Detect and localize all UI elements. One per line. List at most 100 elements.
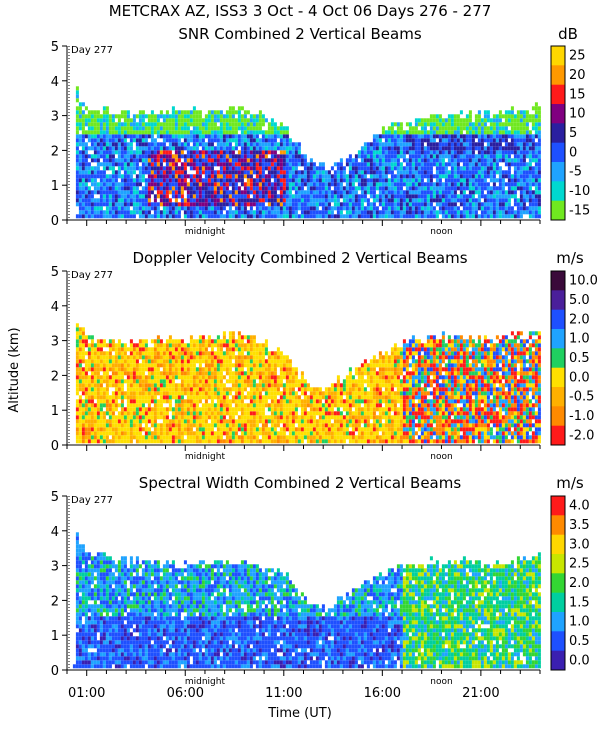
heatmap-cell <box>177 395 181 400</box>
heatmap-cell <box>498 134 502 139</box>
heatmap-cell <box>411 198 415 203</box>
heatmap-cell <box>96 391 100 396</box>
heatmap-cell <box>93 375 97 380</box>
heatmap-cell <box>78 383 82 388</box>
heatmap-cell <box>156 383 160 388</box>
heatmap-cell <box>522 170 526 175</box>
heatmap-cell <box>231 335 235 340</box>
heatmap-cell <box>120 126 124 131</box>
heatmap-cell <box>324 202 328 207</box>
heatmap-cell <box>204 122 208 127</box>
heatmap-cell <box>75 327 79 332</box>
heatmap-cell <box>384 130 388 135</box>
colorbar-label: -15 <box>569 203 590 218</box>
heatmap-cell <box>114 375 118 380</box>
heatmap-cell <box>114 198 118 203</box>
heatmap-cell <box>201 214 205 219</box>
heatmap-cell <box>243 206 247 211</box>
heatmap-cell <box>252 142 256 147</box>
heatmap-cell <box>489 178 493 183</box>
colorbar-units: dB <box>558 25 578 43</box>
heatmap-cell <box>105 363 109 368</box>
heatmap-cell <box>162 186 166 191</box>
heatmap-cell <box>87 166 91 171</box>
heatmap-cell <box>90 367 94 372</box>
heatmap-cell <box>222 343 226 348</box>
heatmap-cell <box>387 170 391 175</box>
heatmap-cell <box>261 174 265 179</box>
heatmap-cell <box>294 158 298 163</box>
heatmap-cell <box>456 130 460 135</box>
heatmap-cell <box>318 178 322 183</box>
heatmap-cell <box>123 355 127 360</box>
heatmap-cell <box>108 158 112 163</box>
heatmap-cell <box>204 174 208 179</box>
heatmap-cell <box>192 178 196 183</box>
heatmap-cell <box>381 174 385 179</box>
heatmap-cell <box>249 126 253 131</box>
heatmap-cell <box>396 130 400 135</box>
heatmap-cell <box>81 355 85 360</box>
heatmap-cell <box>129 383 133 388</box>
heatmap-cell <box>453 134 457 139</box>
heatmap-cell <box>516 130 520 135</box>
heatmap-cell <box>246 190 250 195</box>
heatmap-cell <box>492 206 496 211</box>
heatmap-cell <box>135 391 139 396</box>
heatmap-cell <box>507 202 511 207</box>
heatmap-cell <box>366 162 370 167</box>
colorbar-label: 15 <box>569 87 586 102</box>
heatmap-cell <box>243 214 247 219</box>
heatmap-cell <box>123 174 127 179</box>
heatmap-cell <box>75 98 79 103</box>
heatmap-cell <box>456 126 460 131</box>
heatmap-cell <box>429 130 433 135</box>
heatmap-cell <box>258 186 262 191</box>
heatmap-cell <box>282 166 286 171</box>
heatmap-cell <box>456 146 460 151</box>
heatmap-cell <box>186 439 190 444</box>
heatmap-cell <box>237 371 241 376</box>
heatmap-cell <box>228 198 232 203</box>
heatmap-cell <box>411 158 415 163</box>
heatmap-cell <box>423 118 427 123</box>
heatmap-cell <box>93 158 97 163</box>
heatmap-cell <box>156 134 160 139</box>
heatmap-cell <box>273 194 277 199</box>
heatmap-cell <box>423 170 427 175</box>
heatmap-cell <box>156 186 160 191</box>
heatmap-cell <box>204 379 208 384</box>
heatmap-cell <box>222 126 226 131</box>
heatmap-cell <box>195 403 199 408</box>
heatmap-cell <box>279 190 283 195</box>
heatmap-cell <box>177 407 181 412</box>
heatmap-cell <box>417 146 421 151</box>
heatmap-cell <box>267 182 271 187</box>
heatmap-cell <box>159 351 163 356</box>
heatmap-cell <box>195 134 199 139</box>
heatmap-cell <box>123 367 127 372</box>
heatmap-cell <box>501 130 505 135</box>
heatmap-cell <box>87 407 91 412</box>
heatmap-cell <box>483 178 487 183</box>
heatmap-cell <box>171 158 175 163</box>
heatmap-cell <box>360 166 364 171</box>
heatmap-cell <box>393 130 397 135</box>
noon-label: noon <box>430 227 452 237</box>
heatmap-cell <box>240 166 244 171</box>
heatmap-cell <box>150 339 154 344</box>
heatmap-cell <box>90 411 94 416</box>
heatmap-cell <box>228 403 232 408</box>
heatmap-cell <box>459 126 463 131</box>
heatmap-cell <box>414 202 418 207</box>
heatmap-cell <box>114 206 118 211</box>
heatmap-cell <box>486 146 490 151</box>
heatmap-cell <box>210 415 214 420</box>
heatmap-cell <box>210 210 214 215</box>
heatmap-cell <box>231 138 235 143</box>
heatmap-cell <box>426 138 430 143</box>
heatmap-cell <box>294 202 298 207</box>
heatmap-cell <box>99 190 103 195</box>
heatmap-cell <box>246 134 250 139</box>
